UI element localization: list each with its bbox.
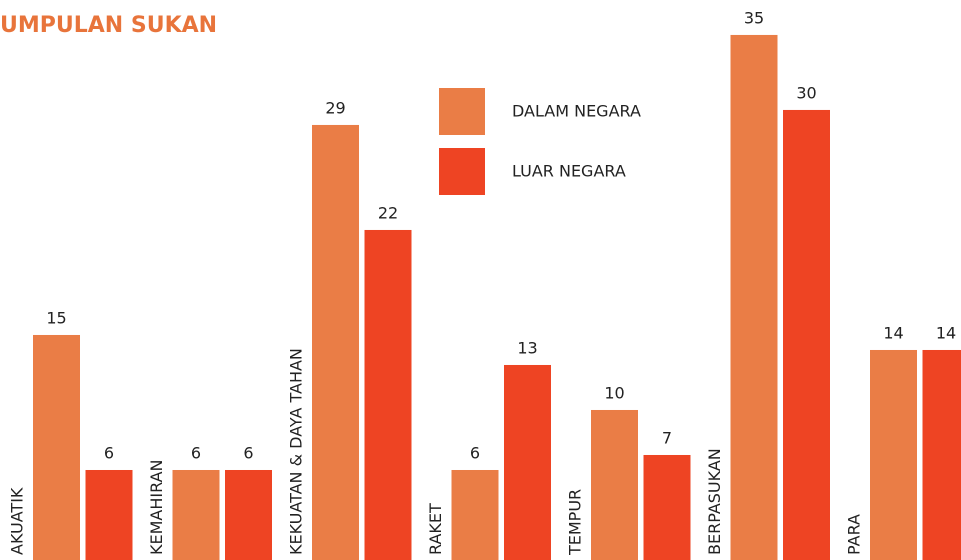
value-label: 35 [744, 8, 764, 27]
value-label: 29 [325, 98, 345, 117]
category-label: KEMAHIRAN [147, 460, 166, 555]
category-label: TEMPUR [566, 489, 585, 556]
bar [172, 469, 220, 560]
bar [730, 34, 778, 560]
value-label: 6 [104, 443, 114, 462]
bar [225, 469, 272, 560]
value-label: 10 [604, 383, 624, 402]
value-label: 6 [470, 443, 480, 462]
legend-label: DALAM NEGARA [512, 102, 641, 121]
bar [451, 469, 499, 560]
bar [922, 349, 961, 560]
bar [783, 109, 830, 560]
value-label: 7 [662, 428, 672, 447]
category-label: BERPASUKAN [705, 448, 724, 555]
category-label: RAKET [426, 503, 445, 555]
bar [504, 364, 551, 560]
value-label: 6 [243, 443, 253, 462]
bar [643, 454, 691, 560]
value-label: 30 [796, 83, 816, 102]
value-label: 22 [378, 203, 398, 222]
category-label: KEKUATAN & DAYA TAHAN [287, 348, 306, 555]
bar [33, 334, 80, 560]
chart-title: UMPULAN SUKAN [0, 13, 217, 38]
legend-swatch [439, 88, 485, 135]
category-label: PARA [845, 514, 864, 555]
bar [312, 124, 359, 560]
value-label: 14 [883, 323, 903, 342]
bar [85, 469, 133, 560]
legend-swatch [439, 148, 485, 195]
bar [591, 409, 638, 560]
bar [364, 229, 412, 560]
value-label: 14 [936, 323, 956, 342]
value-label: 6 [191, 443, 201, 462]
legend-label: LUAR NEGARA [512, 162, 626, 181]
bar [870, 349, 917, 560]
category-label: AKUATIK [8, 487, 27, 555]
value-label: 15 [46, 308, 66, 327]
value-label: 13 [517, 338, 537, 357]
